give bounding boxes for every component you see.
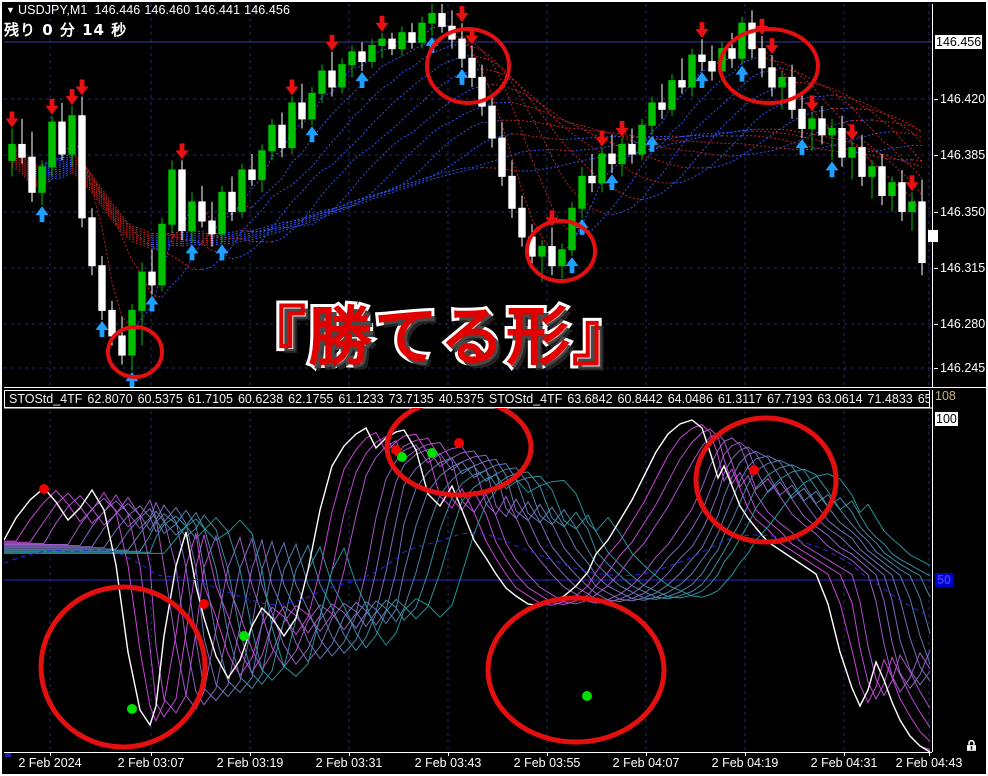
price-axis[interactable]: 146.456 146.420 146.385 146.350 146.315 146.2… — [928, 4, 986, 387]
chart-header: ▼ USDJPY,M1 146.446 146.460 146.441 146.456 — [2, 2, 986, 20]
indicator-label-bar: STOStd_4TF 62.8070 60.5375 61.7105 60.6238 62… — [4, 390, 930, 408]
indicator-value: 63.6842 — [567, 392, 613, 406]
chart-scroll-handle[interactable] — [5, 753, 11, 757]
time-tick-mark — [745, 752, 746, 756]
indicator-value: 61.3117 — [717, 392, 763, 406]
symbol-label: USDJPY,M1 — [18, 3, 88, 17]
indicator-value: 61.7105 — [187, 392, 233, 406]
indicator-label-text: STOStd_4TF 62.8070 60.5375 61.7105 60.6238 62… — [9, 392, 929, 406]
bar-countdown-label: 残り 0 分 14 秒 — [4, 21, 128, 39]
price-chart-pane[interactable] — [4, 4, 932, 387]
ohlc-values: 146.446 146.460 146.441 146.456 — [94, 3, 294, 17]
time-tick-mark — [646, 752, 647, 756]
indicator-axis-line — [932, 390, 933, 752]
price-axis-tick: 146.315 — [934, 261, 985, 275]
indicator-value: 60.8442 — [617, 392, 663, 406]
indicator-value: 73.7135 — [388, 392, 434, 406]
tick-mark — [934, 268, 938, 269]
price-axis-tick-label: 146.420 — [940, 92, 986, 106]
time-axis-tick-label: 2 Feb 03:55 — [513, 756, 581, 770]
indicator-chart-canvas — [4, 390, 932, 752]
current-price-marker — [928, 230, 938, 242]
price-chart-canvas — [4, 4, 932, 387]
indicator-axis[interactable]: 108 100 50 — [932, 389, 986, 752]
time-axis-tick-label: 2 Feb 04:07 — [612, 756, 680, 770]
indicator-value: 62.1755 — [288, 392, 334, 406]
pane-separator — [4, 387, 986, 388]
indicator-value: 60.6238 — [237, 392, 284, 406]
indicator-value: 64.0486 — [667, 392, 713, 406]
indicator-value: 62.8070 — [87, 392, 133, 406]
indicator-value: 60.5375 — [137, 392, 183, 406]
time-axis-tick-label: 2 Feb 04:19 — [711, 756, 779, 770]
time-axis-tick-label: 2 Feb 03:19 — [216, 756, 284, 770]
time-axis[interactable]: 2 Feb 2024 2 Feb 03:07 2 Feb 03:19 2 Feb 03… — [4, 752, 986, 774]
indicator-value: 61.1233 — [338, 392, 384, 406]
time-axis-tick-label: 2 Feb 04:43 — [895, 756, 963, 770]
price-axis-tick-label: 146.385 — [940, 148, 986, 162]
price-axis-tick-label: 146.280 — [940, 317, 986, 331]
tick-mark — [934, 212, 938, 213]
time-axis-tick-label: 2 Feb 03:07 — [117, 756, 185, 770]
price-axis-tick: 146.420 — [934, 92, 985, 106]
tick-mark — [934, 155, 938, 156]
tick-mark — [934, 99, 938, 100]
indicator-value: 40.5375 — [438, 392, 484, 406]
price-axis-tick-current: 146.456 — [935, 35, 983, 49]
indicator-axis-tick: 100 — [935, 412, 958, 426]
time-tick-mark — [929, 752, 930, 756]
ohlc-open: 146.446 — [94, 3, 141, 17]
price-axis-tick-label: 146.245 — [940, 361, 986, 375]
tick-mark — [934, 368, 938, 369]
indicator-axis-tick: 108 — [935, 389, 956, 403]
tick-mark — [934, 324, 938, 325]
time-axis-tick-label: 2 Feb 03:31 — [315, 756, 383, 770]
indicator-value: 63.0614 — [817, 392, 863, 406]
price-axis-tick-label: 146.350 — [940, 205, 986, 219]
time-tick-mark — [151, 752, 152, 756]
ohlc-close: 146.456 — [244, 3, 291, 17]
price-axis-tick-label: 146.315 — [940, 261, 986, 275]
price-axis-tick: 146.350 — [934, 205, 985, 219]
price-axis-tick: 146.280 — [934, 317, 985, 331]
price-axis-tick: 146.245 — [934, 361, 985, 375]
symbol-ohlc-row: ▼ USDJPY,M1 146.446 146.460 146.441 146.456 — [6, 3, 294, 18]
ohlc-high: 146.460 — [144, 3, 191, 17]
time-tick-mark — [844, 752, 845, 756]
time-axis-tick-label: 2 Feb 2024 — [18, 756, 82, 770]
chevron-down-icon[interactable]: ▼ — [6, 5, 16, 15]
indicator-chart-pane[interactable] — [4, 390, 932, 752]
price-axis-line — [932, 4, 933, 387]
time-axis-tick-label: 2 Feb 03:43 — [414, 756, 482, 770]
time-tick-mark — [349, 752, 350, 756]
indicator-title: STOStd_4TF — [488, 392, 563, 406]
lock-icon[interactable] — [965, 739, 978, 752]
ohlc-low: 146.441 — [194, 3, 241, 17]
indicator-title: STOStd_4TF — [9, 392, 83, 406]
time-tick-mark — [250, 752, 251, 756]
time-tick-mark — [50, 752, 51, 756]
annotation-headline-text: 『勝てる形』 — [239, 298, 639, 378]
time-tick-mark — [547, 752, 548, 756]
time-axis-line — [4, 752, 932, 753]
price-axis-tick: 146.385 — [934, 148, 985, 162]
indicator-value: 71.4833 — [867, 392, 913, 406]
indicator-value: 67.7193 — [767, 392, 813, 406]
time-tick-mark — [448, 752, 449, 756]
indicator-value: 65.7 — [917, 392, 929, 406]
time-axis-tick-label: 2 Feb 04:31 — [810, 756, 878, 770]
indicator-axis-tick: 50 — [935, 573, 953, 587]
